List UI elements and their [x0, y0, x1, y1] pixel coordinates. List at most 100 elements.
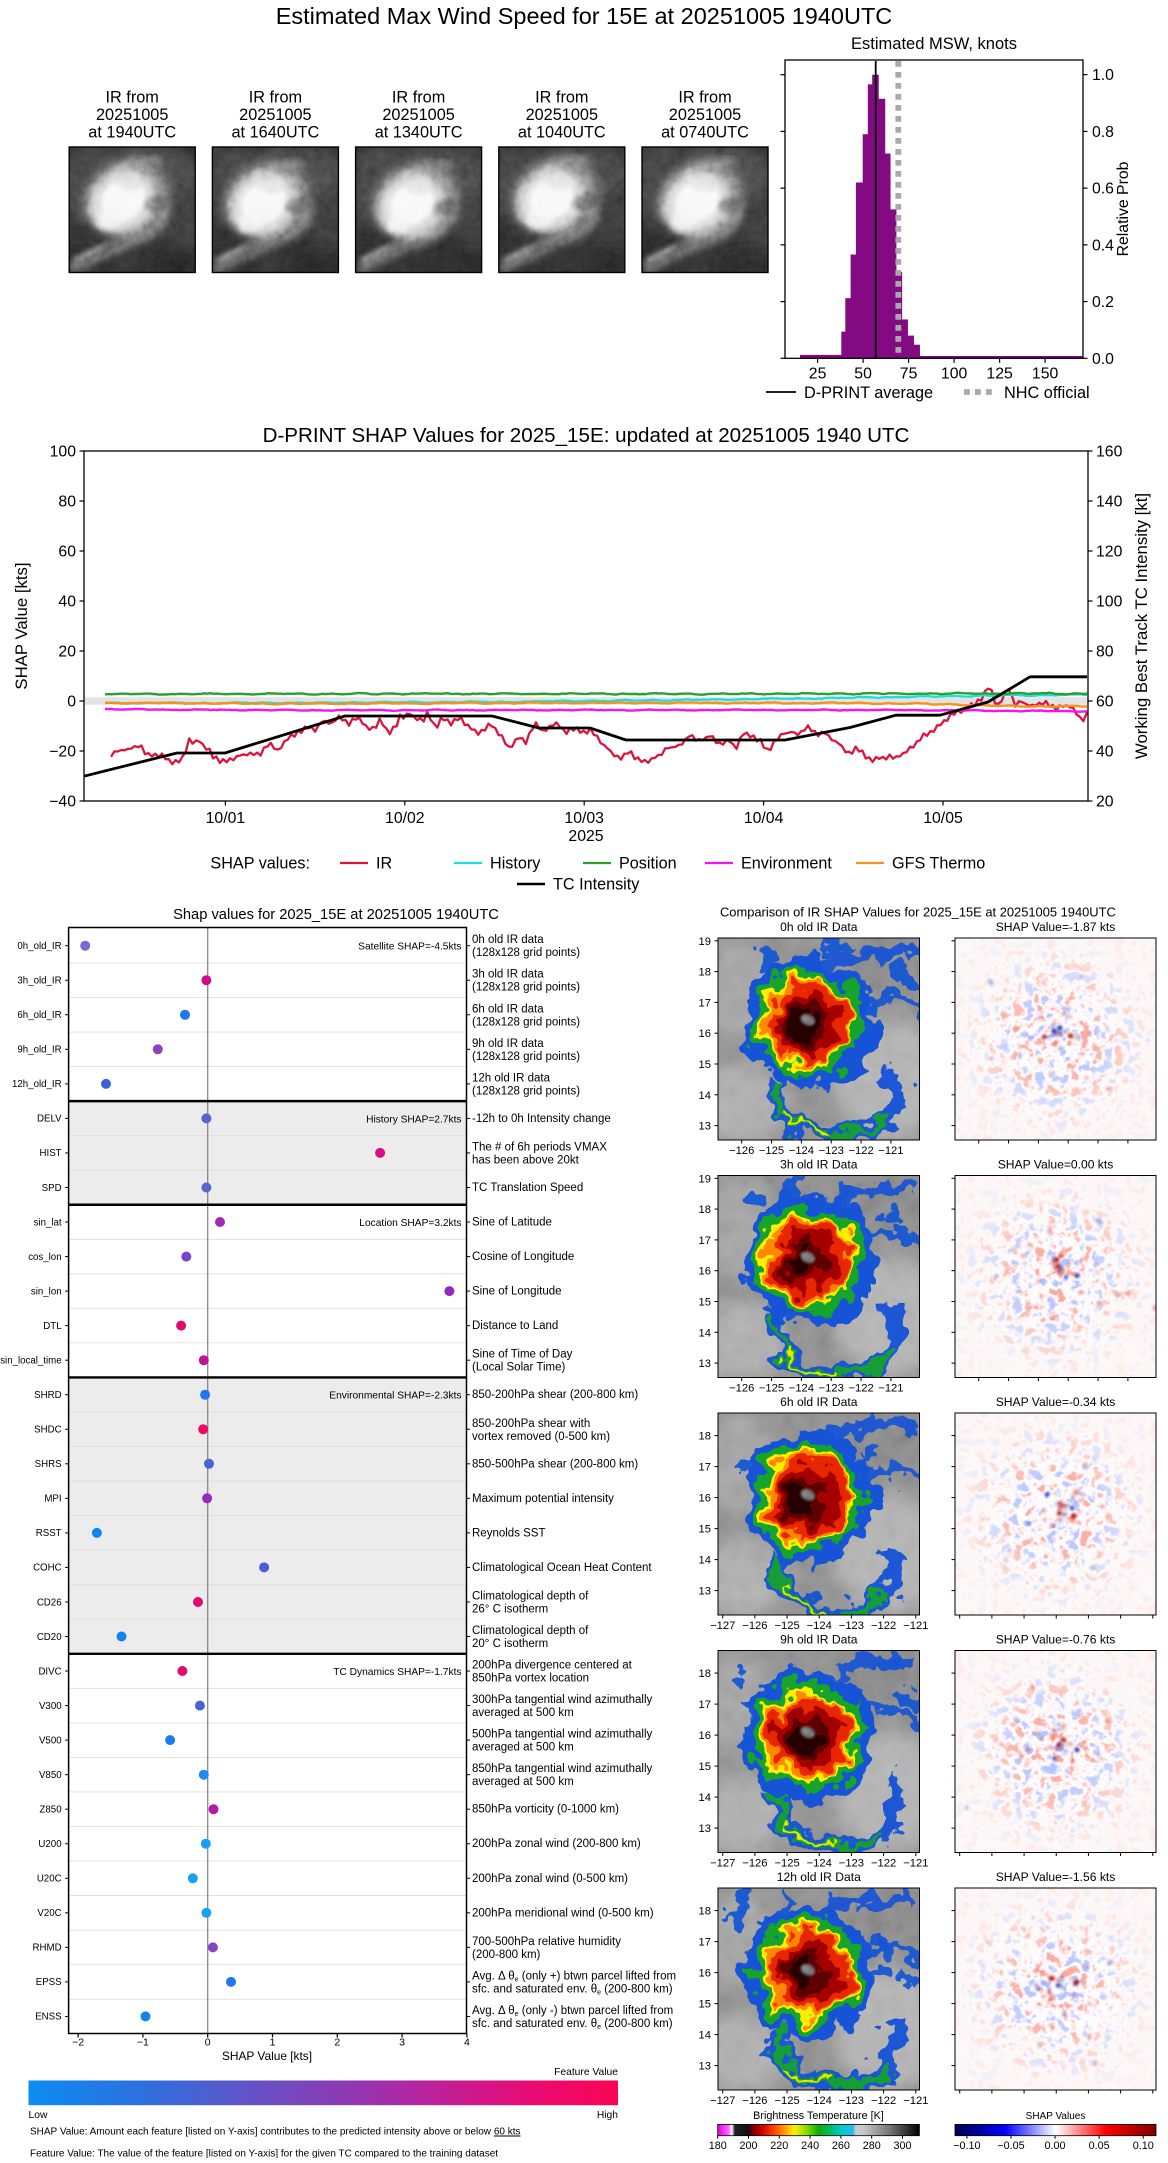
svg-text:−0.10: −0.10 — [953, 2140, 980, 2152]
svg-text:−124: −124 — [789, 1383, 814, 1395]
svg-text:14: 14 — [699, 1090, 711, 1102]
svg-text:−126: −126 — [742, 2095, 767, 2107]
svg-text:240: 240 — [801, 2140, 819, 2152]
svg-text:−124: −124 — [807, 1620, 832, 1632]
svg-text:4: 4 — [464, 2037, 470, 2049]
svg-text:History SHAP=2.7kts: History SHAP=2.7kts — [366, 1114, 461, 1125]
svg-text:ENSS: ENSS — [35, 2012, 62, 2023]
svg-text:RSST: RSST — [36, 1528, 62, 1539]
svg-text:−123: −123 — [839, 2095, 864, 2107]
svg-text:SHAP Value: Amount each featur: SHAP Value: Amount each feature [listed … — [30, 2127, 521, 2138]
svg-text:SHRS: SHRS — [35, 1459, 62, 1470]
svg-text:DTL: DTL — [43, 1321, 62, 1332]
svg-text:SHAP Value [kts]: SHAP Value [kts] — [222, 2049, 312, 2063]
svg-text:V850: V850 — [39, 1770, 62, 1781]
svg-text:HIST: HIST — [40, 1148, 62, 1159]
svg-text:Feature Value: Feature Value — [554, 2067, 618, 2078]
svg-text:850hPa vorticity (0-1000 km): 850hPa vorticity (0-1000 km) — [472, 1804, 619, 1816]
svg-text:Reynolds SST: Reynolds SST — [472, 1527, 546, 1539]
svg-text:6h_old_IR: 6h_old_IR — [17, 1010, 61, 1021]
svg-text:9h old IR Data: 9h old IR Data — [780, 1633, 858, 1647]
svg-text:−121: −121 — [903, 2095, 928, 2107]
svg-text:17: 17 — [699, 997, 711, 1009]
svg-text:19: 19 — [699, 1173, 711, 1185]
svg-text:0.00: 0.00 — [1044, 2140, 1065, 2152]
svg-text:Environmental SHAP=-2.3kts: Environmental SHAP=-2.3kts — [329, 1391, 461, 1402]
svg-text:18: 18 — [699, 1204, 711, 1216]
svg-text:14: 14 — [699, 1792, 711, 1804]
svg-text:High: High — [597, 2110, 618, 2121]
svg-text:60: 60 — [1096, 694, 1114, 711]
svg-text:120: 120 — [1096, 544, 1123, 561]
svg-text:0.2: 0.2 — [1092, 294, 1114, 311]
svg-text:(128x128 grid points): (128x128 grid points) — [472, 1051, 580, 1063]
svg-text:13: 13 — [699, 1823, 711, 1835]
svg-text:−124: −124 — [789, 1145, 814, 1157]
svg-text:−126: −126 — [729, 1383, 754, 1395]
svg-text:300hPa tangential wind azimuth: 300hPa tangential wind azimuthally — [472, 1694, 653, 1706]
svg-text:IR from: IR from — [678, 89, 731, 107]
svg-text:14: 14 — [699, 1327, 711, 1339]
svg-text:SHAP Value=-1.87 kts: SHAP Value=-1.87 kts — [996, 920, 1116, 934]
svg-text:20251005: 20251005 — [96, 106, 168, 124]
svg-text:3h old IR Data: 3h old IR Data — [780, 1158, 858, 1172]
svg-text:−127: −127 — [710, 1620, 735, 1632]
svg-text:40: 40 — [1096, 744, 1114, 761]
svg-text:(128x128 grid points): (128x128 grid points) — [472, 1085, 580, 1097]
svg-text:(128x128 grid points): (128x128 grid points) — [472, 982, 580, 994]
svg-text:16: 16 — [699, 1266, 711, 1278]
svg-text:averaged at 500 km: averaged at 500 km — [472, 1776, 574, 1788]
svg-text:sin_lat: sin_lat — [34, 1217, 62, 1228]
svg-text:−125: −125 — [759, 1383, 784, 1395]
svg-text:Z850: Z850 — [40, 1805, 63, 1816]
svg-text:Climatological depth of: Climatological depth of — [472, 1625, 589, 1637]
svg-text:SHAP Value=-0.34 kts: SHAP Value=-0.34 kts — [996, 1395, 1116, 1409]
svg-text:SHAP Values: SHAP Values — [1026, 2111, 1086, 2122]
svg-text:−124: −124 — [807, 2095, 832, 2107]
svg-text:IR from: IR from — [535, 89, 588, 107]
svg-text:0.6: 0.6 — [1092, 181, 1114, 198]
svg-text:60: 60 — [58, 544, 76, 561]
svg-text:at 1940UTC: at 1940UTC — [88, 123, 176, 141]
svg-text:Distance to Land: Distance to Land — [472, 1320, 558, 1332]
svg-text:NHC official: NHC official — [1004, 384, 1090, 402]
svg-text:CD26: CD26 — [37, 1597, 62, 1608]
svg-text:20251005: 20251005 — [526, 106, 598, 124]
svg-text:20: 20 — [58, 644, 76, 661]
svg-text:15: 15 — [699, 1761, 711, 1773]
svg-text:averaged at 500 km: averaged at 500 km — [472, 1742, 574, 1754]
svg-text:14: 14 — [699, 2030, 711, 2042]
svg-text:75: 75 — [900, 366, 918, 383]
svg-text:−20: −20 — [49, 744, 76, 761]
svg-text:Feature Value: The value of th: Feature Value: The value of the feature … — [30, 2149, 498, 2159]
svg-text:−123: −123 — [839, 1620, 864, 1632]
svg-text:18: 18 — [699, 1668, 711, 1680]
svg-text:−121: −121 — [878, 1383, 903, 1395]
svg-text:Sine of Latitude: Sine of Latitude — [472, 1217, 552, 1229]
svg-text:EPSS: EPSS — [36, 1977, 62, 1988]
svg-text:Sine of Longitude: Sine of Longitude — [472, 1286, 562, 1298]
svg-text:Satellite SHAP=-4.5kts: Satellite SHAP=-4.5kts — [358, 942, 461, 953]
svg-text:125: 125 — [986, 366, 1013, 383]
svg-text:13: 13 — [699, 1586, 711, 1598]
svg-text:0: 0 — [67, 694, 76, 711]
svg-text:RHMD: RHMD — [33, 1943, 62, 1954]
svg-text:Maximum potential intensity: Maximum potential intensity — [472, 1493, 614, 1505]
svg-text:26° C isotherm: 26° C isotherm — [472, 1604, 548, 1616]
svg-text:17: 17 — [699, 1235, 711, 1247]
svg-text:-12h to 0h Intensity change: -12h to 0h Intensity change — [472, 1113, 611, 1125]
svg-text:10/04: 10/04 — [744, 810, 784, 827]
svg-text:V300: V300 — [39, 1701, 62, 1712]
svg-text:850-500hPa shear (200-800 km): 850-500hPa shear (200-800 km) — [472, 1458, 638, 1470]
svg-text:700-500hPa relative humidity: 700-500hPa relative humidity — [472, 1936, 621, 1948]
svg-text:180: 180 — [709, 2140, 727, 2152]
svg-text:3h old IR data: 3h old IR data — [472, 969, 544, 981]
svg-text:6h old IR data: 6h old IR data — [472, 1003, 544, 1015]
svg-text:−125: −125 — [774, 1858, 799, 1870]
svg-text:220: 220 — [770, 2140, 788, 2152]
svg-text:160: 160 — [1096, 444, 1123, 461]
svg-text:COHC: COHC — [33, 1563, 62, 1574]
svg-text:16: 16 — [699, 1028, 711, 1040]
svg-text:U20C: U20C — [37, 1874, 62, 1885]
svg-text:at 1040UTC: at 1040UTC — [518, 123, 606, 141]
